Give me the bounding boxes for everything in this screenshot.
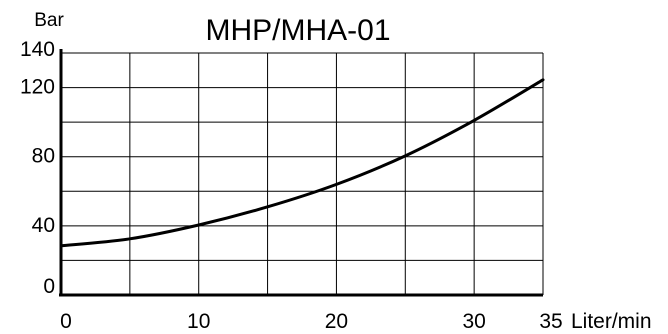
x-tick-label: 20	[325, 310, 348, 329]
y-tick-label: 0	[43, 275, 55, 298]
y-tick-label: 80	[32, 145, 55, 168]
axes	[59, 49, 543, 297]
y-tick-labels: 0 40 80 120 140	[20, 38, 55, 298]
x-tick-labels: 0 10 20 30 35	[60, 310, 563, 333]
x-tick-label: 30	[462, 310, 485, 329]
chart-title: MHP/MHA-01	[205, 14, 390, 47]
x-axis-label: Liter/min	[571, 310, 652, 329]
x-tick-label: 10	[187, 310, 210, 329]
y-axis-label: Bar	[34, 10, 64, 31]
y-tick-label: 40	[32, 214, 55, 237]
x-tick-label: 35	[539, 310, 562, 329]
y-tick-label: 120	[20, 76, 55, 99]
y-tick-label: 140	[20, 38, 55, 61]
series	[59, 78, 545, 248]
x-tick-label: 0	[60, 310, 72, 329]
series-line	[59, 78, 545, 248]
grid	[61, 52, 544, 295]
